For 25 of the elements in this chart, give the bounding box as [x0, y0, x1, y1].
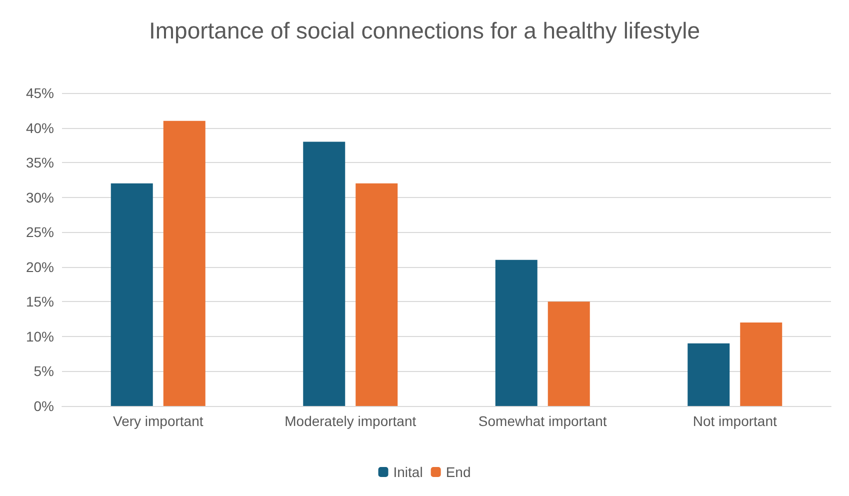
legend-label: End [446, 464, 471, 480]
y-tick-label: 40% [26, 120, 54, 136]
y-tick-label: 20% [26, 258, 54, 275]
y-tick-label: 10% [26, 328, 54, 344]
y-tick-label: 25% [26, 224, 54, 240]
y-tick-label: 30% [26, 189, 54, 206]
y-tick-label: 35% [26, 154, 54, 171]
legend-label: Inital [393, 464, 423, 480]
bar [356, 183, 398, 406]
x-tick-label: Moderately important [284, 413, 416, 429]
x-tick-label: Very important [112, 413, 204, 429]
y-tick-label: 0% [34, 398, 54, 414]
y-tick-label: 45% [26, 85, 54, 101]
bar [688, 343, 730, 406]
y-tick-label: 15% [26, 294, 54, 310]
y-tick-label: 5% [34, 363, 54, 380]
x-tick-label: Somewhat important [478, 413, 607, 429]
bar [303, 142, 346, 406]
bar [163, 120, 206, 406]
bar [110, 183, 153, 406]
x-tick-label: Not important [692, 413, 777, 429]
bar [548, 302, 590, 406]
bar [495, 260, 538, 406]
chart-title: Importance of social connections for a healthy lifestyle [148, 18, 700, 44]
bar [740, 322, 782, 406]
